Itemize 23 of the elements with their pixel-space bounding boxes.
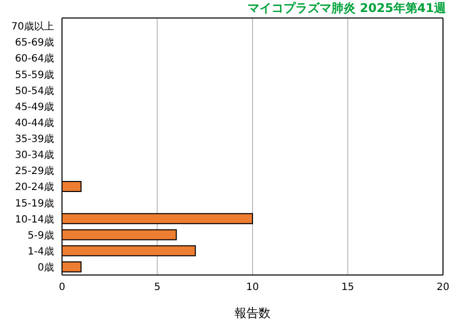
y-tick-label: 10-14歳 <box>14 213 54 226</box>
y-tick-label: 30-34歳 <box>14 149 54 162</box>
y-tick-label: 55-59歳 <box>14 68 54 81</box>
y-tick-label: 15-19歳 <box>14 197 54 210</box>
x-tick-label: 20 <box>436 282 450 294</box>
y-tick-label: 1-4歳 <box>28 245 54 258</box>
chart-title: マイコプラズマ肺炎 2025年第41週 <box>248 1 446 15</box>
y-tick-label: 45-49歳 <box>14 100 54 113</box>
y-tick-label: 20-24歳 <box>14 181 54 194</box>
y-tick-label: 50-54歳 <box>14 84 54 97</box>
y-tick-label: 0歳 <box>38 262 54 274</box>
x-tick-label: 5 <box>154 282 160 294</box>
y-tick-label: 35-39歳 <box>14 133 54 146</box>
x-tick-label: 0 <box>58 282 66 294</box>
y-tick-label: 65-69歳 <box>14 36 54 49</box>
x-tick-label: 10 <box>246 282 259 294</box>
y-tick-label: 70歳以上 <box>11 20 54 33</box>
y-tick-label: 60-64歳 <box>14 52 54 65</box>
y-tick-label: 40-44歳 <box>14 116 54 129</box>
x-tick-label: 15 <box>341 282 354 294</box>
y-tick-label: 5-9歳 <box>28 229 54 242</box>
y-tick-label: 25-29歳 <box>14 165 54 178</box>
x-axis-title: 報告数 <box>234 306 270 320</box>
